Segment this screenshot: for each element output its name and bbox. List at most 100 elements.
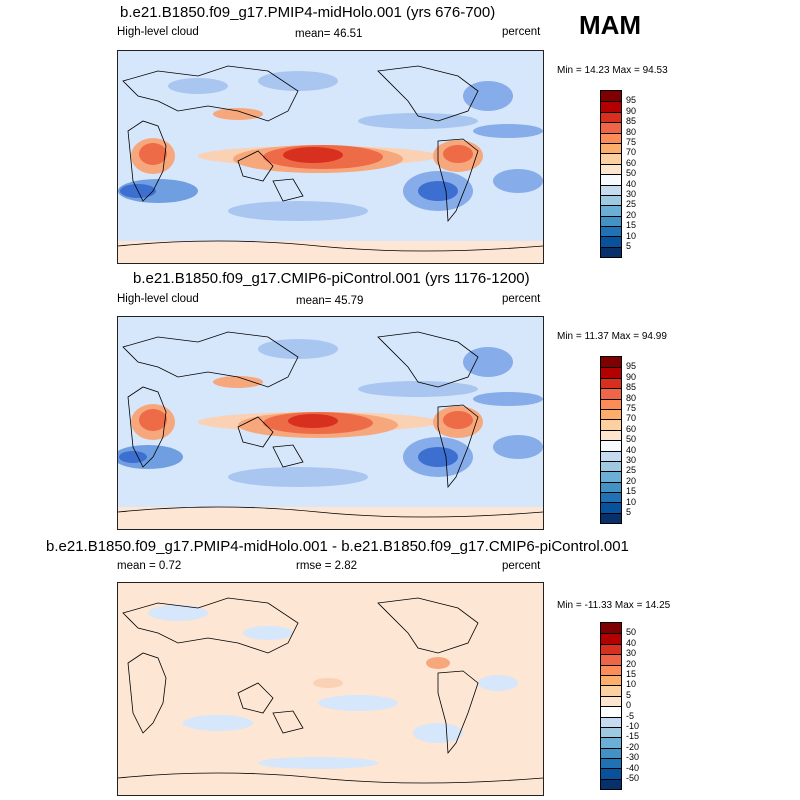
season-label: MAM <box>579 10 642 40</box>
colorbar-swatch <box>601 226 621 237</box>
colorbar-swatch <box>601 726 621 738</box>
colorbar-tick-label: -40 <box>626 762 640 773</box>
colorbar-swatch <box>601 174 621 185</box>
colorbar-tick-label: 70 <box>626 147 637 158</box>
colorbar-tick-label: 95 <box>626 361 637 372</box>
colorbar-tick-label: 85 <box>626 382 637 393</box>
colorbar-tick-label: -20 <box>626 741 640 752</box>
panel2-minmax: Min = 11.37 Max = 94.99 <box>557 331 667 342</box>
panel2-colorbar <box>600 356 622 525</box>
colorbar-tick-label: 30 <box>626 455 637 465</box>
colorbar-tick-label: 80 <box>626 126 637 137</box>
colorbar-swatch <box>601 460 621 472</box>
colorbar-swatch <box>601 163 621 175</box>
colorbar-swatch <box>601 654 621 665</box>
colorbar-swatch <box>601 184 621 195</box>
panel3-title: b.e21.B1850.f09_g17.PMIP4-midHolo.001 - … <box>46 538 629 555</box>
colorbar-swatch <box>601 205 621 216</box>
colorbar-swatch <box>601 236 621 247</box>
colorbar-swatch <box>601 367 621 378</box>
colorbar-swatch <box>601 111 621 123</box>
colorbar-swatch <box>601 502 621 513</box>
colorbar-tick-label: 25 <box>626 465 637 476</box>
colorbar-tick-label: 75 <box>626 137 637 147</box>
colorbar-swatch <box>601 512 621 524</box>
colorbar-swatch <box>601 674 621 686</box>
colorbar-swatch <box>601 194 621 206</box>
colorbar-swatch <box>601 716 621 727</box>
panel3-mean-label: mean = 0.72 <box>117 560 182 572</box>
colorbar-tick-label: 40 <box>626 637 637 648</box>
colorbar-tick-label: 10 <box>626 496 637 507</box>
panel3-colorbar <box>600 622 622 791</box>
colorbar-tick-label: 80 <box>626 392 637 403</box>
panel3-units-label: percent <box>502 560 541 572</box>
panel1-units-label: percent <box>502 26 541 38</box>
colorbar-tick-label: 5 <box>626 241 632 251</box>
colorbar-swatch <box>601 758 621 769</box>
colorbar-swatch <box>601 419 621 430</box>
colorbar-swatch <box>601 398 621 409</box>
panel3-rmse-label: rmse = 2.82 <box>296 560 358 572</box>
colorbar-swatch <box>601 246 621 258</box>
colorbar-tick-label: 60 <box>626 423 637 434</box>
colorbar-tick-label: 30 <box>626 648 637 659</box>
colorbar-tick-label: 15 <box>626 669 637 679</box>
panel2-title: b.e21.B1850.f09_g17.CMIP6-piControl.001 … <box>133 270 530 287</box>
colorbar-tick-label: 10 <box>626 230 637 241</box>
colorbar-swatch <box>601 357 621 368</box>
colorbar-swatch <box>601 633 621 644</box>
colorbar-swatch <box>601 481 621 493</box>
colorbar-tick-label: 70 <box>626 413 637 424</box>
colorbar-tick-label: -15 <box>626 731 640 742</box>
colorbar-tick-label: 75 <box>626 403 637 413</box>
colorbar-tick-label: 5 <box>626 507 632 517</box>
colorbar-swatch <box>601 664 621 675</box>
colorbar-tick-label: 20 <box>626 209 637 220</box>
colorbar-tick-label: -10 <box>626 721 640 731</box>
panel3-minmax: Min = -11.33 Max = 14.25 <box>557 600 671 611</box>
colorbar-swatch <box>601 101 621 112</box>
colorbar-swatch <box>601 215 621 227</box>
colorbar-tick-label: 0 <box>626 700 632 711</box>
colorbar-tick-label: 25 <box>626 199 637 210</box>
panel2-units-label: percent <box>502 293 541 305</box>
colorbar-swatch <box>601 643 621 655</box>
colorbar-swatch <box>601 492 621 503</box>
colorbar-tick-label: 15 <box>626 486 637 497</box>
colorbar-tick-label: 15 <box>626 220 637 231</box>
colorbar-swatch <box>601 408 621 420</box>
colorbar-tick-label: 10 <box>626 679 637 690</box>
colorbar-swatch <box>601 695 621 707</box>
colorbar-tick-label: 40 <box>626 444 637 455</box>
panel1-mean-label: mean= 46.51 <box>295 28 363 40</box>
colorbar-swatch <box>601 768 621 779</box>
colorbar-swatch <box>601 388 621 399</box>
colorbar-swatch <box>601 471 621 482</box>
panel1-variable-label: High-level cloud <box>117 26 199 38</box>
panel3-map <box>117 582 544 796</box>
colorbar-tick-label: 85 <box>626 116 637 127</box>
panel1-map <box>117 50 544 264</box>
colorbar-tick-label: 50 <box>626 168 637 179</box>
panel2-mean-label: mean= 45.79 <box>296 295 364 307</box>
colorbar-swatch <box>601 91 621 102</box>
panel1-minmax: Min = 14.23 Max = 94.53 <box>557 65 668 76</box>
colorbar-swatch <box>601 685 621 696</box>
panel1-colorbar <box>600 90 622 259</box>
colorbar-swatch <box>601 132 621 143</box>
colorbar-tick-label: 20 <box>626 475 637 486</box>
panel1-title: b.e21.B1850.f09_g17.PMIP4-midHolo.001 (y… <box>120 4 496 21</box>
colorbar-tick-label: -50 <box>626 773 640 783</box>
colorbar-tick-label: 20 <box>626 658 637 669</box>
colorbar-tick-label: 50 <box>626 627 637 638</box>
colorbar-tick-label: 95 <box>626 95 637 106</box>
colorbar-swatch <box>601 737 621 748</box>
colorbar-swatch <box>601 450 621 461</box>
colorbar-swatch <box>601 440 621 451</box>
colorbar-tick-label: 30 <box>626 189 637 199</box>
colorbar-tick-label: -5 <box>626 710 635 721</box>
colorbar-swatch <box>601 778 621 790</box>
panel2-map <box>117 316 544 530</box>
colorbar-tick-label: 60 <box>626 157 637 168</box>
